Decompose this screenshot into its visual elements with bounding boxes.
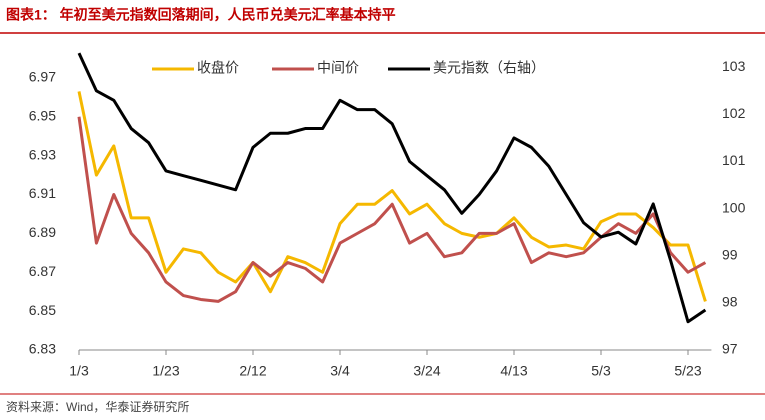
y2-tick-label: 97 [722,341,738,357]
y2-tick-label: 99 [722,246,738,262]
x-tick-label: 5/3 [591,363,611,379]
y-tick-label: 6.83 [29,341,56,357]
legend-label: 美元指数（右轴） [433,60,545,76]
x-tick-label: 2/12 [239,363,266,379]
x-tick-label: 5/23 [674,363,701,379]
series-line [77,116,707,303]
y-tick-label: 6.89 [29,224,56,240]
x-tick-label: 3/24 [413,363,440,379]
y2-tick-label: 98 [722,294,738,310]
y-tick-label: 6.87 [29,263,56,279]
legend-label: 收盘价 [197,60,239,76]
y-tick-label: 6.95 [29,107,56,123]
legend-label: 中间价 [317,60,359,76]
x-tick-label: 1/23 [152,363,179,379]
x-tick-label: 3/4 [330,363,350,379]
y-tick-label: 6.97 [29,69,56,85]
y2-tick-label: 103 [722,58,746,74]
y2-tick-label: 102 [722,105,746,121]
x-tick-label: 1/3 [69,363,89,379]
y-tick-label: 6.93 [29,146,56,162]
series-line [77,52,707,324]
chart-title: 图表1： 年初至美元指数回落期间，人民币兑美元汇率基本持平 [6,7,396,23]
y2-tick-label: 101 [722,152,746,168]
y-tick-label: 6.91 [29,185,56,201]
source: 资料来源：Wind，华泰证券研究所 [6,399,189,414]
y2-tick-label: 100 [722,199,746,215]
x-tick-label: 4/13 [500,363,527,379]
y-tick-label: 6.85 [29,302,56,318]
series-line [77,91,707,302]
